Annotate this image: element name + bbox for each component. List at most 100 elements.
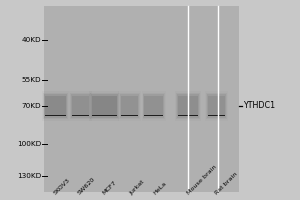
Bar (121, 115, 138, 116)
Bar (92, 115, 117, 116)
Text: MCF7: MCF7 (102, 180, 118, 196)
Bar (208, 115, 225, 116)
Bar (92, 96, 117, 116)
Bar (45, 115, 66, 116)
Bar (92, 115, 117, 116)
Bar (45, 115, 66, 116)
Bar (178, 115, 198, 116)
Bar (208, 115, 225, 116)
Bar (208, 115, 225, 116)
Bar (72, 115, 89, 116)
Bar (144, 115, 163, 116)
Bar (208, 96, 225, 116)
Bar (121, 115, 138, 116)
Bar (92, 115, 117, 116)
Bar (208, 115, 225, 116)
Bar (208, 115, 225, 116)
Bar (72, 115, 89, 116)
Bar (72, 115, 89, 116)
Bar (144, 115, 163, 116)
Bar (121, 115, 138, 116)
Bar (208, 115, 225, 116)
Bar (208, 115, 225, 116)
Bar (144, 115, 163, 116)
Bar (176, 93, 200, 119)
Bar (45, 115, 66, 116)
Text: 70KD: 70KD (22, 103, 41, 109)
Bar (208, 115, 225, 116)
Bar (45, 115, 66, 116)
Bar (72, 115, 89, 116)
Bar (121, 115, 138, 116)
Bar (144, 115, 163, 116)
Bar (72, 115, 89, 116)
Bar (72, 115, 89, 116)
Bar (72, 115, 89, 116)
Bar (72, 115, 89, 116)
Bar (92, 115, 117, 116)
Bar (144, 115, 163, 116)
Bar (92, 115, 117, 116)
Bar (121, 115, 138, 116)
Bar (178, 115, 198, 116)
Bar (178, 115, 198, 116)
Bar (208, 115, 225, 116)
Bar (208, 115, 225, 116)
Bar (178, 115, 198, 116)
Bar (92, 115, 117, 116)
Bar (72, 115, 89, 116)
Bar (121, 115, 138, 116)
Bar (119, 93, 140, 119)
Bar (45, 115, 66, 116)
Text: 100KD: 100KD (17, 141, 41, 147)
Bar (72, 115, 89, 116)
Bar (144, 115, 163, 116)
Bar (45, 115, 66, 116)
Bar (178, 115, 198, 116)
Bar (178, 115, 198, 116)
Bar (72, 115, 89, 116)
Bar (144, 115, 163, 116)
Bar (206, 93, 227, 119)
Bar (71, 94, 90, 118)
Bar (208, 115, 225, 116)
Bar (144, 115, 163, 116)
Bar (45, 115, 66, 116)
Bar (208, 115, 225, 116)
Bar (45, 115, 66, 116)
Bar (72, 115, 89, 116)
Bar (72, 115, 89, 116)
Bar (45, 115, 66, 116)
Bar (142, 93, 165, 119)
Bar (207, 94, 226, 118)
Bar (144, 96, 163, 116)
Bar (45, 115, 66, 116)
Bar (92, 115, 117, 116)
Bar (208, 115, 225, 116)
Bar (121, 115, 138, 116)
Bar (45, 115, 66, 116)
Bar (144, 115, 163, 116)
Text: Rat brain: Rat brain (214, 172, 239, 196)
Bar (92, 115, 117, 116)
Bar (208, 115, 225, 116)
Bar (121, 115, 138, 116)
Bar (45, 115, 66, 116)
Bar (121, 115, 138, 116)
Bar (45, 115, 66, 116)
Bar (121, 115, 138, 116)
Bar (208, 115, 225, 116)
Bar (175, 91, 201, 121)
Bar (208, 115, 225, 116)
Bar (178, 115, 198, 116)
Bar (178, 115, 198, 116)
Bar (92, 115, 117, 116)
Bar (178, 96, 198, 116)
Bar (92, 115, 117, 116)
Bar (72, 115, 89, 116)
Bar (45, 115, 66, 116)
Bar (178, 115, 198, 116)
Bar (144, 115, 163, 116)
Bar (178, 115, 198, 116)
Bar (178, 115, 198, 116)
